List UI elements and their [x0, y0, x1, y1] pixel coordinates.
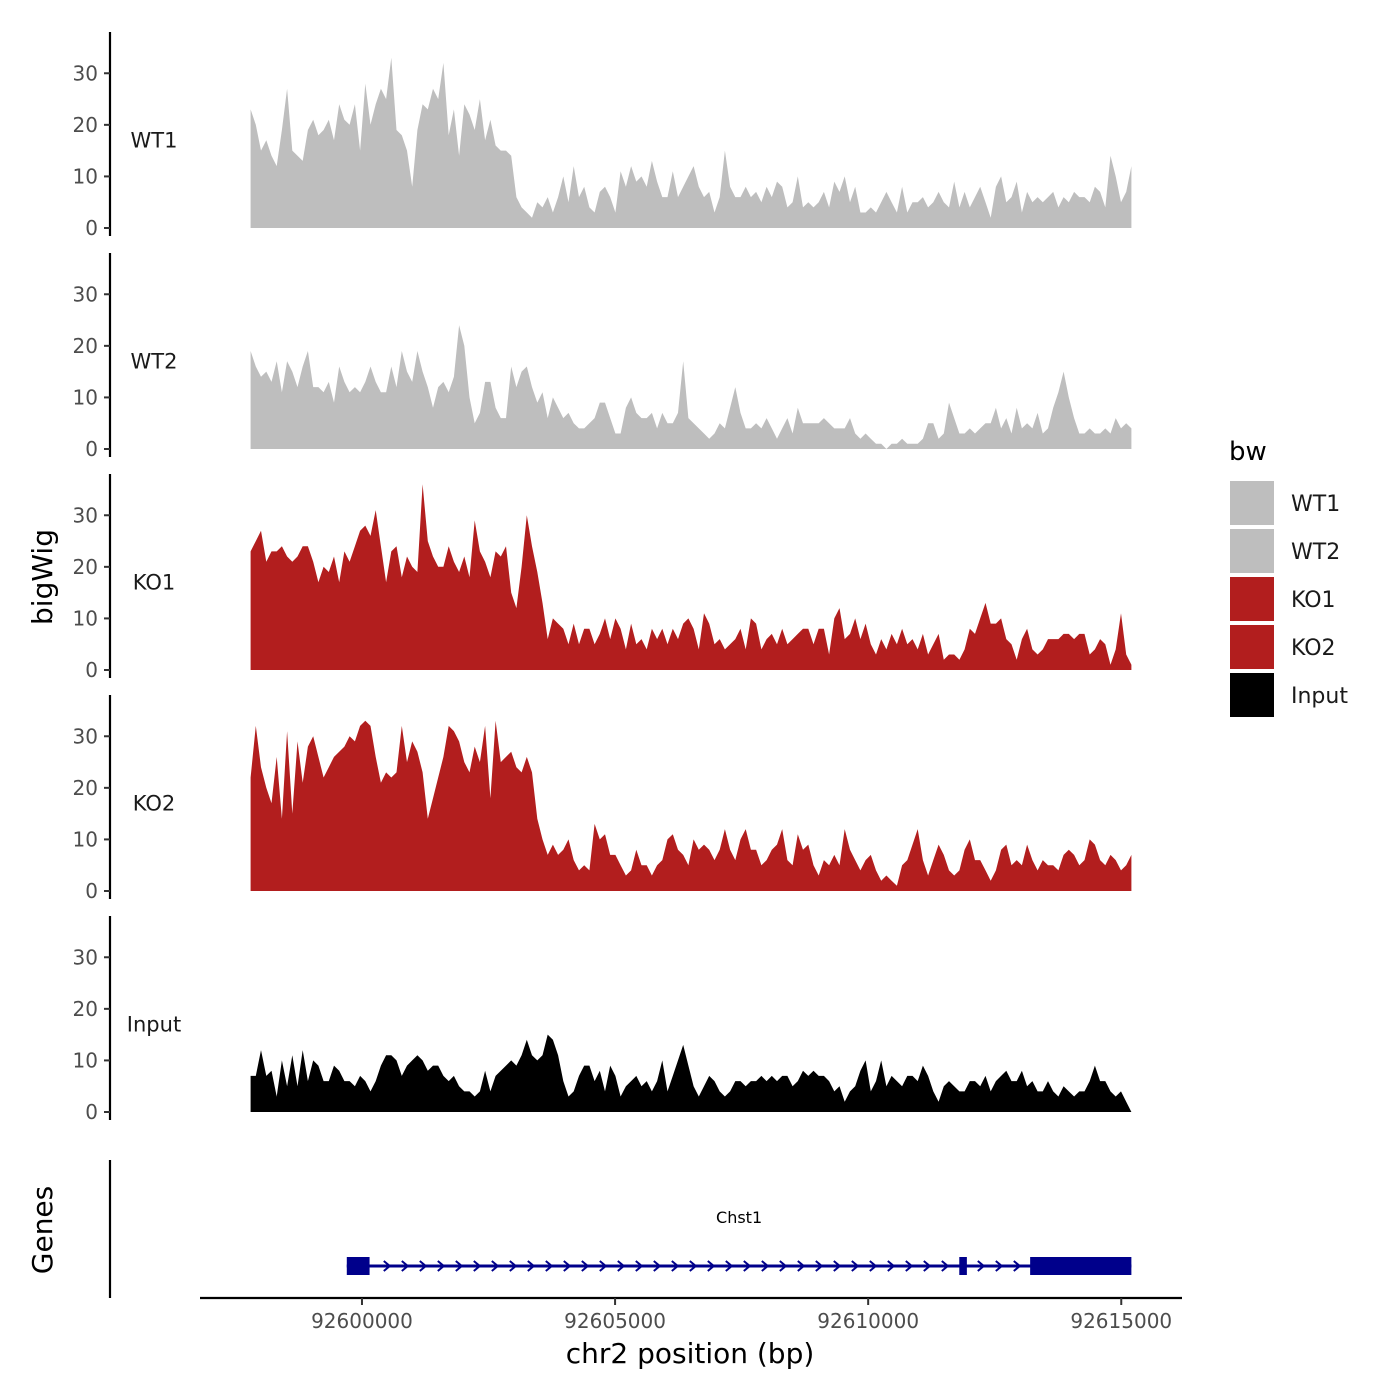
legend-title: bw	[1229, 437, 1267, 467]
strand-arrow	[725, 1260, 734, 1272]
strand-arrow	[797, 1260, 806, 1272]
gene-track: Chst1	[108, 1160, 1132, 1298]
track-panel-ko2: 0 10 20 30 KO2	[73, 695, 1132, 903]
legend-swatch-wt1	[1228, 479, 1276, 527]
x-axis-title: chr2 position (bp)	[566, 1337, 815, 1370]
signal-area-input	[250, 1034, 1132, 1112]
strand-arrow	[851, 1260, 860, 1272]
strand-arrow	[761, 1260, 770, 1272]
track-label: WT1	[131, 128, 178, 152]
strand-arrow	[401, 1260, 410, 1272]
x-axis: 92600000 92605000 92610000 92615000	[200, 1296, 1182, 1333]
y-tick-label: 10	[73, 164, 98, 188]
strand-arrow	[923, 1260, 932, 1272]
strand-arrow	[995, 1260, 1004, 1272]
strand-arrow	[563, 1260, 572, 1272]
signal-area-wt1	[250, 57, 1132, 228]
y-tick-label: 10	[73, 606, 98, 630]
legend-label-wt1: WT1	[1291, 492, 1340, 517]
y-tick-label: 30	[73, 945, 98, 969]
track-panel-input: 0 10 20 30 Input	[73, 916, 1132, 1124]
gene-exon	[1030, 1257, 1132, 1275]
strand-arrow	[437, 1260, 446, 1272]
y-tick-label: 0	[85, 658, 98, 682]
track-panel-ko1: 0 10 20 30 KO1	[73, 474, 1132, 682]
y-axis-title: bigWig	[26, 529, 59, 625]
strand-arrow	[941, 1260, 950, 1272]
strand-arrow	[1013, 1260, 1022, 1272]
y-tick-label: 10	[73, 385, 98, 409]
strand-arrow	[617, 1260, 626, 1272]
y-tick-label: 20	[73, 555, 98, 579]
x-tick-label: 92605000	[564, 1309, 666, 1333]
legend: bw WT1 WT2 KO1 KO2 Input	[1228, 437, 1348, 719]
legend-swatch-input	[1228, 671, 1276, 719]
track-panel-wt2: 0 10 20 30 WT2	[73, 253, 1132, 461]
gene-label-chst1: Chst1	[716, 1208, 762, 1227]
y-tick-label: 0	[85, 437, 98, 461]
signal-area-ko2	[250, 720, 1132, 891]
strand-arrow	[383, 1260, 392, 1272]
strand-arrow	[887, 1260, 896, 1272]
gene-exon	[959, 1257, 967, 1275]
track-label: WT2	[131, 349, 178, 373]
x-tick-label: 92615000	[1070, 1309, 1172, 1333]
strand-arrow	[977, 1260, 986, 1272]
legend-swatch-ko2	[1228, 623, 1276, 671]
x-tick-label: 92610000	[817, 1309, 919, 1333]
track-label: Input	[127, 1012, 181, 1036]
strand-arrow	[689, 1260, 698, 1272]
legend-swatch-ko1	[1228, 575, 1276, 623]
y-tick-label: 0	[85, 216, 98, 240]
strand-arrow	[599, 1260, 608, 1272]
strand-arrow	[509, 1260, 518, 1272]
strand-arrow	[581, 1260, 590, 1272]
genes-axis-title: Genes	[26, 1186, 59, 1274]
strand-arrow	[473, 1260, 482, 1272]
strand-arrow	[869, 1260, 878, 1272]
strand-arrow	[779, 1260, 788, 1272]
legend-label-ko2: KO2	[1291, 636, 1336, 661]
signal-area-ko1	[250, 484, 1132, 670]
y-tick-label: 30	[73, 282, 98, 306]
y-tick-label: 10	[73, 827, 98, 851]
track-panel-wt1: 0 10 20 30 WT1	[73, 32, 1132, 240]
strand-arrow	[653, 1260, 662, 1272]
gene-exon	[346, 1257, 370, 1275]
legend-label-wt2: WT2	[1291, 540, 1340, 565]
y-tick-label: 20	[73, 113, 98, 137]
strand-arrow	[833, 1260, 842, 1272]
strand-arrow	[743, 1260, 752, 1272]
strand-arrow	[491, 1260, 500, 1272]
track-label: KO1	[133, 570, 176, 594]
tracks-layer: 0 10 20 30 WT1 0 10 20 30 WT2 0 10 20 30 KO1 0 10 20 30 KO2…	[73, 32, 1132, 1124]
y-tick-label: 30	[73, 724, 98, 748]
strand-arrow	[671, 1260, 680, 1272]
x-tick-label: 92600000	[311, 1309, 413, 1333]
strand-arrow	[527, 1260, 536, 1272]
legend-label-input: Input	[1291, 684, 1348, 709]
y-tick-label: 20	[73, 997, 98, 1021]
y-tick-label: 30	[73, 503, 98, 527]
y-tick-label: 10	[73, 1048, 98, 1072]
y-tick-label: 20	[73, 334, 98, 358]
y-tick-label: 20	[73, 776, 98, 800]
strand-arrow	[707, 1260, 716, 1272]
y-tick-label: 30	[73, 61, 98, 85]
y-tick-label: 0	[85, 1100, 98, 1124]
legend-swatch-wt2	[1228, 527, 1276, 575]
strand-arrow	[419, 1260, 428, 1272]
strand-arrow	[545, 1260, 554, 1272]
strand-arrow	[635, 1260, 644, 1272]
y-tick-label: 0	[85, 879, 98, 903]
signal-area-wt2	[250, 325, 1132, 449]
strand-arrow	[905, 1260, 914, 1272]
track-label: KO2	[133, 791, 176, 815]
strand-arrow	[815, 1260, 824, 1272]
legend-label-ko1: KO1	[1291, 588, 1336, 613]
strand-arrow	[455, 1260, 464, 1272]
